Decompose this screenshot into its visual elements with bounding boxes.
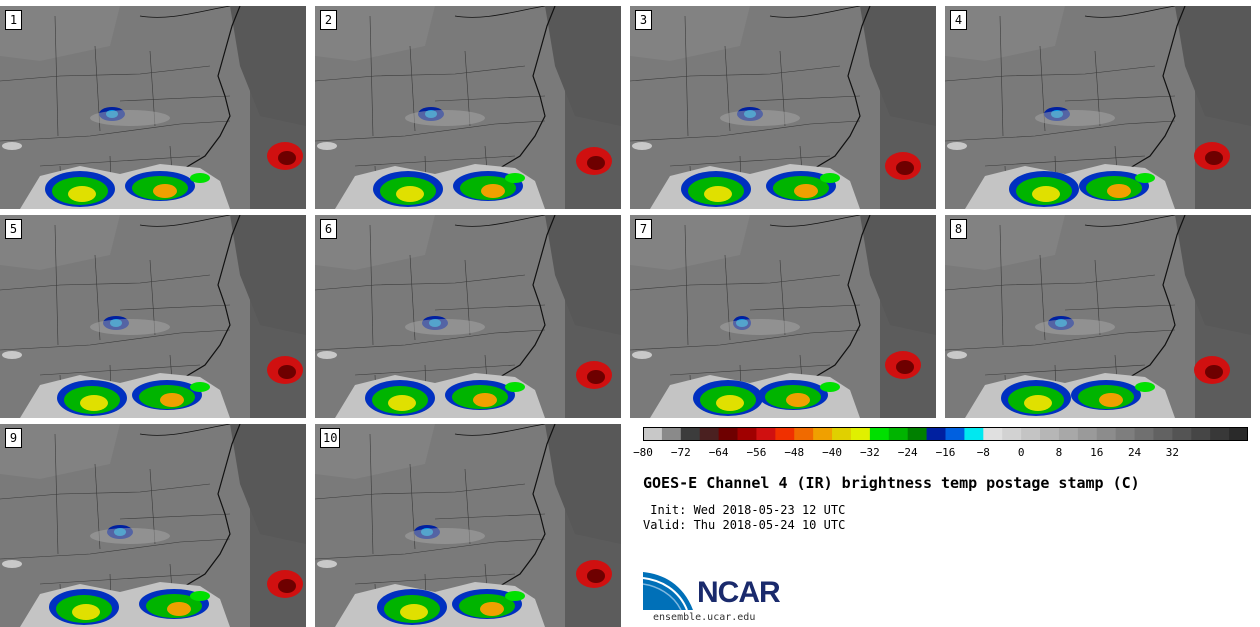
colorbar-tick-label: −16 — [935, 446, 956, 459]
colorbar-swatch — [813, 427, 833, 441]
colorbar-tick-label: 8 — [1055, 446, 1063, 459]
colorbar-swatch — [699, 427, 720, 441]
postage-stamp-panel: 4 — [945, 6, 1251, 209]
colorbar-swatch — [1229, 427, 1248, 441]
colorbar-swatch — [1115, 427, 1136, 441]
colorbar-swatch — [832, 427, 852, 441]
colorbar-swatch — [661, 427, 682, 441]
ncar-logo-icon — [643, 572, 693, 611]
colorbar-swatch — [1210, 427, 1230, 441]
colorbar-swatch — [1077, 427, 1098, 441]
colorbar-tick-label: −48 — [784, 446, 805, 459]
colorbar-tick-label: −40 — [822, 446, 842, 459]
panel-number: 1 — [5, 10, 22, 30]
init-time: Init: Wed 2018-05-23 12 UTC — [643, 503, 846, 517]
colorbar-swatch — [945, 427, 965, 441]
panel-number: 5 — [5, 219, 22, 239]
colorbar-swatch — [718, 427, 739, 441]
colorbar-swatch — [983, 427, 1003, 441]
postage-stamp-panel: 8 — [945, 215, 1251, 418]
colorbar-tick-label: 32 — [1165, 446, 1179, 459]
colorbar-tick-label: −56 — [746, 446, 767, 459]
colorbar-tick-label: −72 — [670, 446, 691, 459]
colorbar-swatch — [926, 427, 946, 441]
panel-number: 9 — [5, 428, 22, 448]
colorbar-swatch — [680, 427, 701, 441]
colorbar-swatch — [775, 427, 795, 441]
panel-number: 3 — [635, 10, 652, 30]
colorbar-ticks: −80 −72 −64 −56 −48 −40 −32 −24 −16 −8 0 8 16 24 32 — [630, 446, 1250, 462]
colorbar-tick-label: 0 — [1017, 446, 1025, 459]
colorbar-swatch — [869, 427, 890, 441]
colorbar-tick-label: −8 — [976, 446, 990, 459]
logo-url: ensemble.ucar.edu — [653, 612, 756, 623]
colorbar-swatch — [1172, 427, 1192, 441]
colorbar-swatch — [964, 427, 984, 441]
panel-number: 6 — [320, 219, 337, 239]
panel-number: 4 — [950, 10, 967, 30]
colorbar-swatch — [1191, 427, 1211, 441]
colorbar-tick-label: −80 — [633, 446, 653, 459]
colorbar-swatch — [1002, 427, 1022, 441]
colorbar-swatch — [1058, 427, 1079, 441]
colorbar-swatch — [907, 427, 928, 441]
colorbar — [643, 427, 1248, 441]
postage-stamp-panel: 10 — [315, 424, 621, 627]
colorbar-swatch — [1134, 427, 1154, 441]
colorbar-swatch — [794, 427, 814, 441]
postage-stamp-panel: 2 — [315, 6, 621, 209]
colorbar-tick-label: 16 — [1090, 446, 1104, 459]
panel-number: 8 — [950, 219, 967, 239]
postage-stamp-panel: 9 — [0, 424, 306, 627]
colorbar-swatch — [1040, 427, 1060, 441]
postage-stamp-panel: 5 — [0, 215, 306, 418]
colorbar-tick-label: −24 — [897, 446, 918, 459]
panel-number: 10 — [320, 428, 341, 448]
panel-number: 2 — [320, 10, 337, 30]
colorbar-swatch — [888, 427, 909, 441]
colorbar-swatch — [1153, 427, 1173, 441]
colorbar-swatch — [756, 427, 776, 441]
logo-text: NCAR — [697, 576, 781, 609]
colorbar-swatch — [643, 427, 663, 441]
panel-number: 7 — [635, 219, 652, 239]
valid-time: Valid: Thu 2018-05-24 10 UTC — [643, 518, 846, 532]
colorbar-swatch — [1096, 427, 1117, 441]
postage-stamp-panel: 6 — [315, 215, 621, 418]
postage-stamp-panel: 1 — [0, 6, 306, 209]
colorbar-swatch — [737, 427, 757, 441]
colorbar-tick-label: −32 — [859, 446, 880, 459]
colorbar-tick-label: −64 — [708, 446, 729, 459]
postage-stamp-panel: 3 — [630, 6, 936, 209]
colorbar-tick-label: 24 — [1127, 446, 1142, 459]
colorbar-swatch — [1021, 427, 1041, 441]
figure-title: GOES-E Channel 4 (IR) brightness temp po… — [643, 474, 1140, 492]
colorbar-swatch — [850, 427, 871, 441]
postage-stamp-panel: 7 — [630, 215, 936, 418]
